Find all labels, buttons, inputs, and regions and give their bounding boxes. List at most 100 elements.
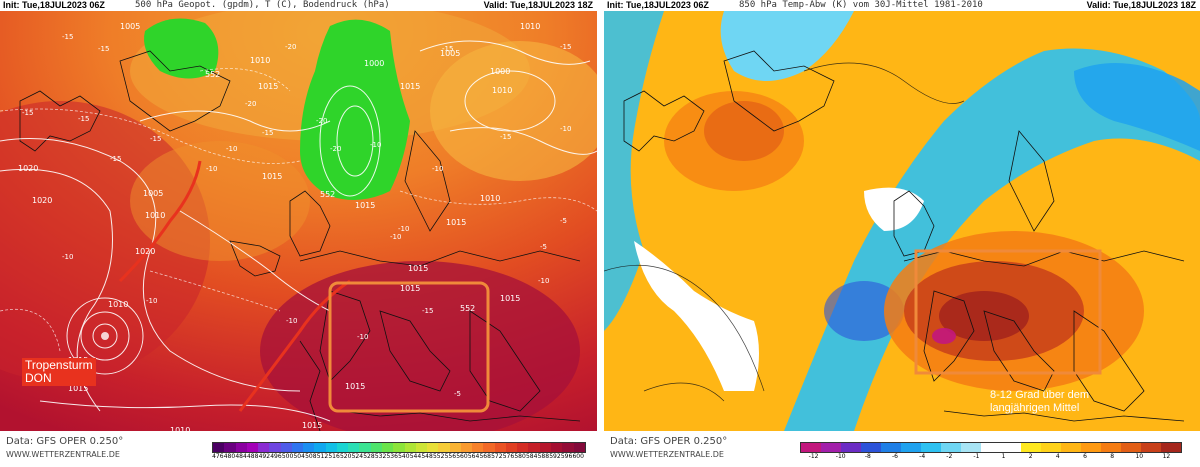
left-storm-center: [101, 332, 109, 340]
right-colorbar-tick: -8: [864, 453, 871, 460]
right-footer: Data: GFS OPER 0.250° WWW.WETTERZENTRALE…: [604, 431, 1200, 467]
left-colorbar-swatch: [505, 443, 518, 452]
right-colorbar-tick: -6: [892, 453, 898, 460]
isobar-label: 1000: [490, 67, 510, 76]
temp-label: -5: [560, 217, 567, 225]
isobar-label: 1020: [32, 196, 52, 205]
left-colorbar-tick: 556: [444, 453, 457, 460]
left-colorbar-swatch: [258, 443, 270, 452]
isobar-label: 1010: [250, 56, 270, 65]
left-colorbar-tick: 488: [246, 453, 259, 460]
left-colorbar-swatch: [415, 443, 428, 452]
left-colorbar-swatch: [472, 443, 484, 452]
left-map-svg: 1005 1010 1015 1000 1020 1005 1010 1015 …: [0, 11, 597, 431]
right-warm-labrador-core: [704, 101, 784, 161]
left-colorbar-tick: 588: [537, 453, 550, 460]
left-coastlines: [19, 50, 581, 431]
isobar-label: 1015: [400, 284, 420, 293]
right-colorbar-swatch: [1141, 443, 1161, 452]
left-colorbar-tick: 524: [351, 453, 364, 460]
right-colorbar-tick: -10: [835, 453, 846, 460]
right-cold-atlantic-west: [604, 11, 664, 331]
isobar-label: 1015: [446, 218, 466, 227]
temp-label: -10: [62, 253, 73, 261]
left-colorbar-tick: 480: [223, 453, 236, 460]
right-colorbar-swatch: [1021, 443, 1041, 452]
left-isotherms: [0, 68, 597, 352]
left-colorbar-swatch: [573, 443, 585, 452]
right-map-image: 8-12 Grad über dem langjährigen Mittel: [604, 11, 1200, 431]
right-header: Init: Tue,18JUL2023 06Z 850 hPa Temp-Abw…: [604, 0, 1200, 11]
left-colorbar-tick: 476: [212, 453, 224, 460]
left-colorbar-swatch: [213, 443, 225, 452]
right-colorbar-swatch: [1001, 443, 1021, 452]
left-colorbar-tick: 504: [293, 453, 305, 460]
isobar-label: 1000: [364, 59, 384, 68]
left-colorbar-swatch: [325, 443, 337, 452]
right-map-svg: [604, 11, 1200, 431]
left-colorbar-tick: 536: [386, 453, 398, 460]
left-colorbar-swatch: [224, 443, 236, 452]
tropical-storm-label: Tropensturm DON: [22, 358, 96, 386]
left-colorbar-swatch: [517, 443, 529, 452]
left-colorbar-tick: 496: [270, 453, 282, 460]
left-colorbar-swatch: [370, 443, 382, 452]
isobar-label: 1010: [108, 300, 128, 309]
right-colorbar-swatch: [921, 443, 941, 452]
left-colorbar-swatch: [303, 443, 315, 452]
left-colorbar-swatch: [336, 443, 349, 452]
right-colorbar-swatch: [961, 443, 981, 452]
temp-label: -15: [442, 45, 453, 53]
temp-label: -10: [398, 225, 409, 233]
right-colorbar-swatch: [861, 443, 881, 452]
left-colorbar-tick: 500: [281, 453, 294, 460]
left-valid-time: Valid: Tue,18JUL2023 18Z: [483, 0, 593, 10]
left-colorbar-swatch: [246, 443, 259, 452]
left-colorbar: [212, 442, 586, 453]
left-map-title: 500 hPa Geopot. (gpdm), T (C), Bodendruc…: [135, 0, 390, 10]
left-colorbar-swatch: [359, 443, 371, 452]
temp-label: -15: [78, 115, 89, 123]
left-colorbar-tick: 552: [432, 453, 445, 460]
left-colorbar-tick: 484: [235, 453, 247, 460]
right-coastlines: [623, 50, 1185, 422]
right-valid-time: Valid: Tue,18JUL2023 18Z: [1086, 0, 1196, 10]
left-colorbar-swatch: [438, 443, 450, 452]
isobar-label: 1005: [440, 49, 460, 58]
temp-label: -20: [330, 145, 341, 153]
left-colorbar-tick: 512: [316, 453, 329, 460]
temp-label: -15: [22, 109, 33, 117]
left-colorbar-tick: 520: [339, 453, 352, 460]
temp-label: -20: [316, 117, 327, 125]
left-colorbar-swatch: [280, 443, 292, 452]
right-website: WWW.WETTERZENTRALE.DE: [610, 450, 724, 459]
left-colorbar-ticks: 476 480 484 488 492 496 500 504 508 512 516 520 524 5…: [212, 453, 584, 463]
left-front-line: [118, 160, 202, 283]
isobar-label: 1010: [492, 86, 512, 95]
right-colorbar-swatch: [1121, 443, 1141, 452]
isobar-label: 1015: [68, 384, 88, 393]
anomaly-annotation-line1: 8-12 Grad über dem: [990, 389, 1090, 401]
left-colorbar-swatch: [269, 443, 281, 452]
right-colorbar-tick: 12: [1162, 453, 1171, 460]
right-colorbar-swatch: [1101, 443, 1121, 452]
left-colorbar-swatch: [528, 443, 540, 452]
left-colorbar-tick: 564: [467, 453, 480, 460]
left-colorbar-swatch: [393, 443, 405, 452]
right-colorbar-tick: -1: [973, 453, 980, 460]
right-hot-core: [939, 291, 1029, 341]
temp-label: -10: [286, 317, 297, 325]
temp-label: -15: [98, 45, 109, 53]
left-front-line-south: [238, 279, 351, 412]
right-colorbar-tick: 2: [1028, 453, 1033, 460]
isobar-label: 1015: [345, 382, 365, 391]
isobar-label: 1010: [145, 211, 165, 220]
left-colorbar-tick: 596: [560, 453, 573, 460]
right-cold-greenland: [720, 11, 854, 81]
right-colorbar-tick: 1: [1001, 453, 1006, 460]
temp-label: -10: [390, 233, 401, 241]
left-colorbar-tick: 548: [421, 453, 433, 460]
tropical-storm-label-line1: Tropensturm: [25, 358, 93, 372]
right-colorbar-ticks: -12 -10 -8 -6 -4 -2 -1 1 2 4 6 8 10 12: [800, 453, 1180, 463]
right-colorbar-swatch: [1081, 443, 1101, 452]
